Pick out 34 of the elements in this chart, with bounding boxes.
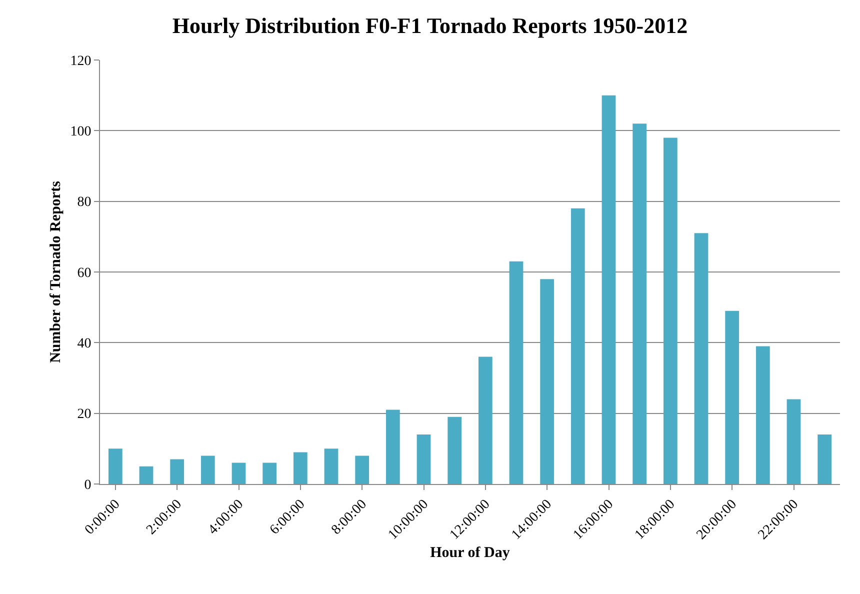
bar (448, 416, 462, 484)
bar (540, 279, 554, 484)
x-axis-title: Hour of Day (430, 544, 510, 561)
bar (416, 434, 431, 484)
bar (478, 356, 492, 484)
bar (602, 95, 616, 484)
y-tick-label: 100 (70, 124, 92, 140)
bar (355, 456, 370, 484)
bar (170, 459, 184, 484)
bar (324, 448, 338, 484)
bar (663, 138, 678, 484)
y-axis-title: Number of Tornado Reports (48, 180, 64, 363)
y-tick-label: 120 (70, 54, 92, 69)
y-tick-label: 80 (77, 195, 92, 210)
bar (262, 462, 277, 484)
bar (509, 261, 524, 484)
bar (386, 410, 400, 484)
bar (232, 462, 246, 484)
bar (108, 448, 122, 484)
bar (200, 456, 215, 484)
bar (632, 124, 647, 484)
y-tick-label: 20 (77, 407, 92, 422)
bar (293, 452, 308, 484)
bar (786, 399, 801, 484)
bar (139, 466, 154, 484)
bar (694, 233, 708, 484)
y-tick-label: 40 (77, 336, 92, 352)
chart-title: Hourly Distribution F0-F1 Tornado Reports 1950-2012 (172, 13, 688, 38)
bar (756, 346, 770, 484)
bar (818, 434, 832, 484)
bar (570, 208, 585, 484)
bar (725, 310, 740, 484)
y-tick-label: 60 (77, 266, 92, 281)
y-tick-label: 0 (84, 478, 92, 493)
